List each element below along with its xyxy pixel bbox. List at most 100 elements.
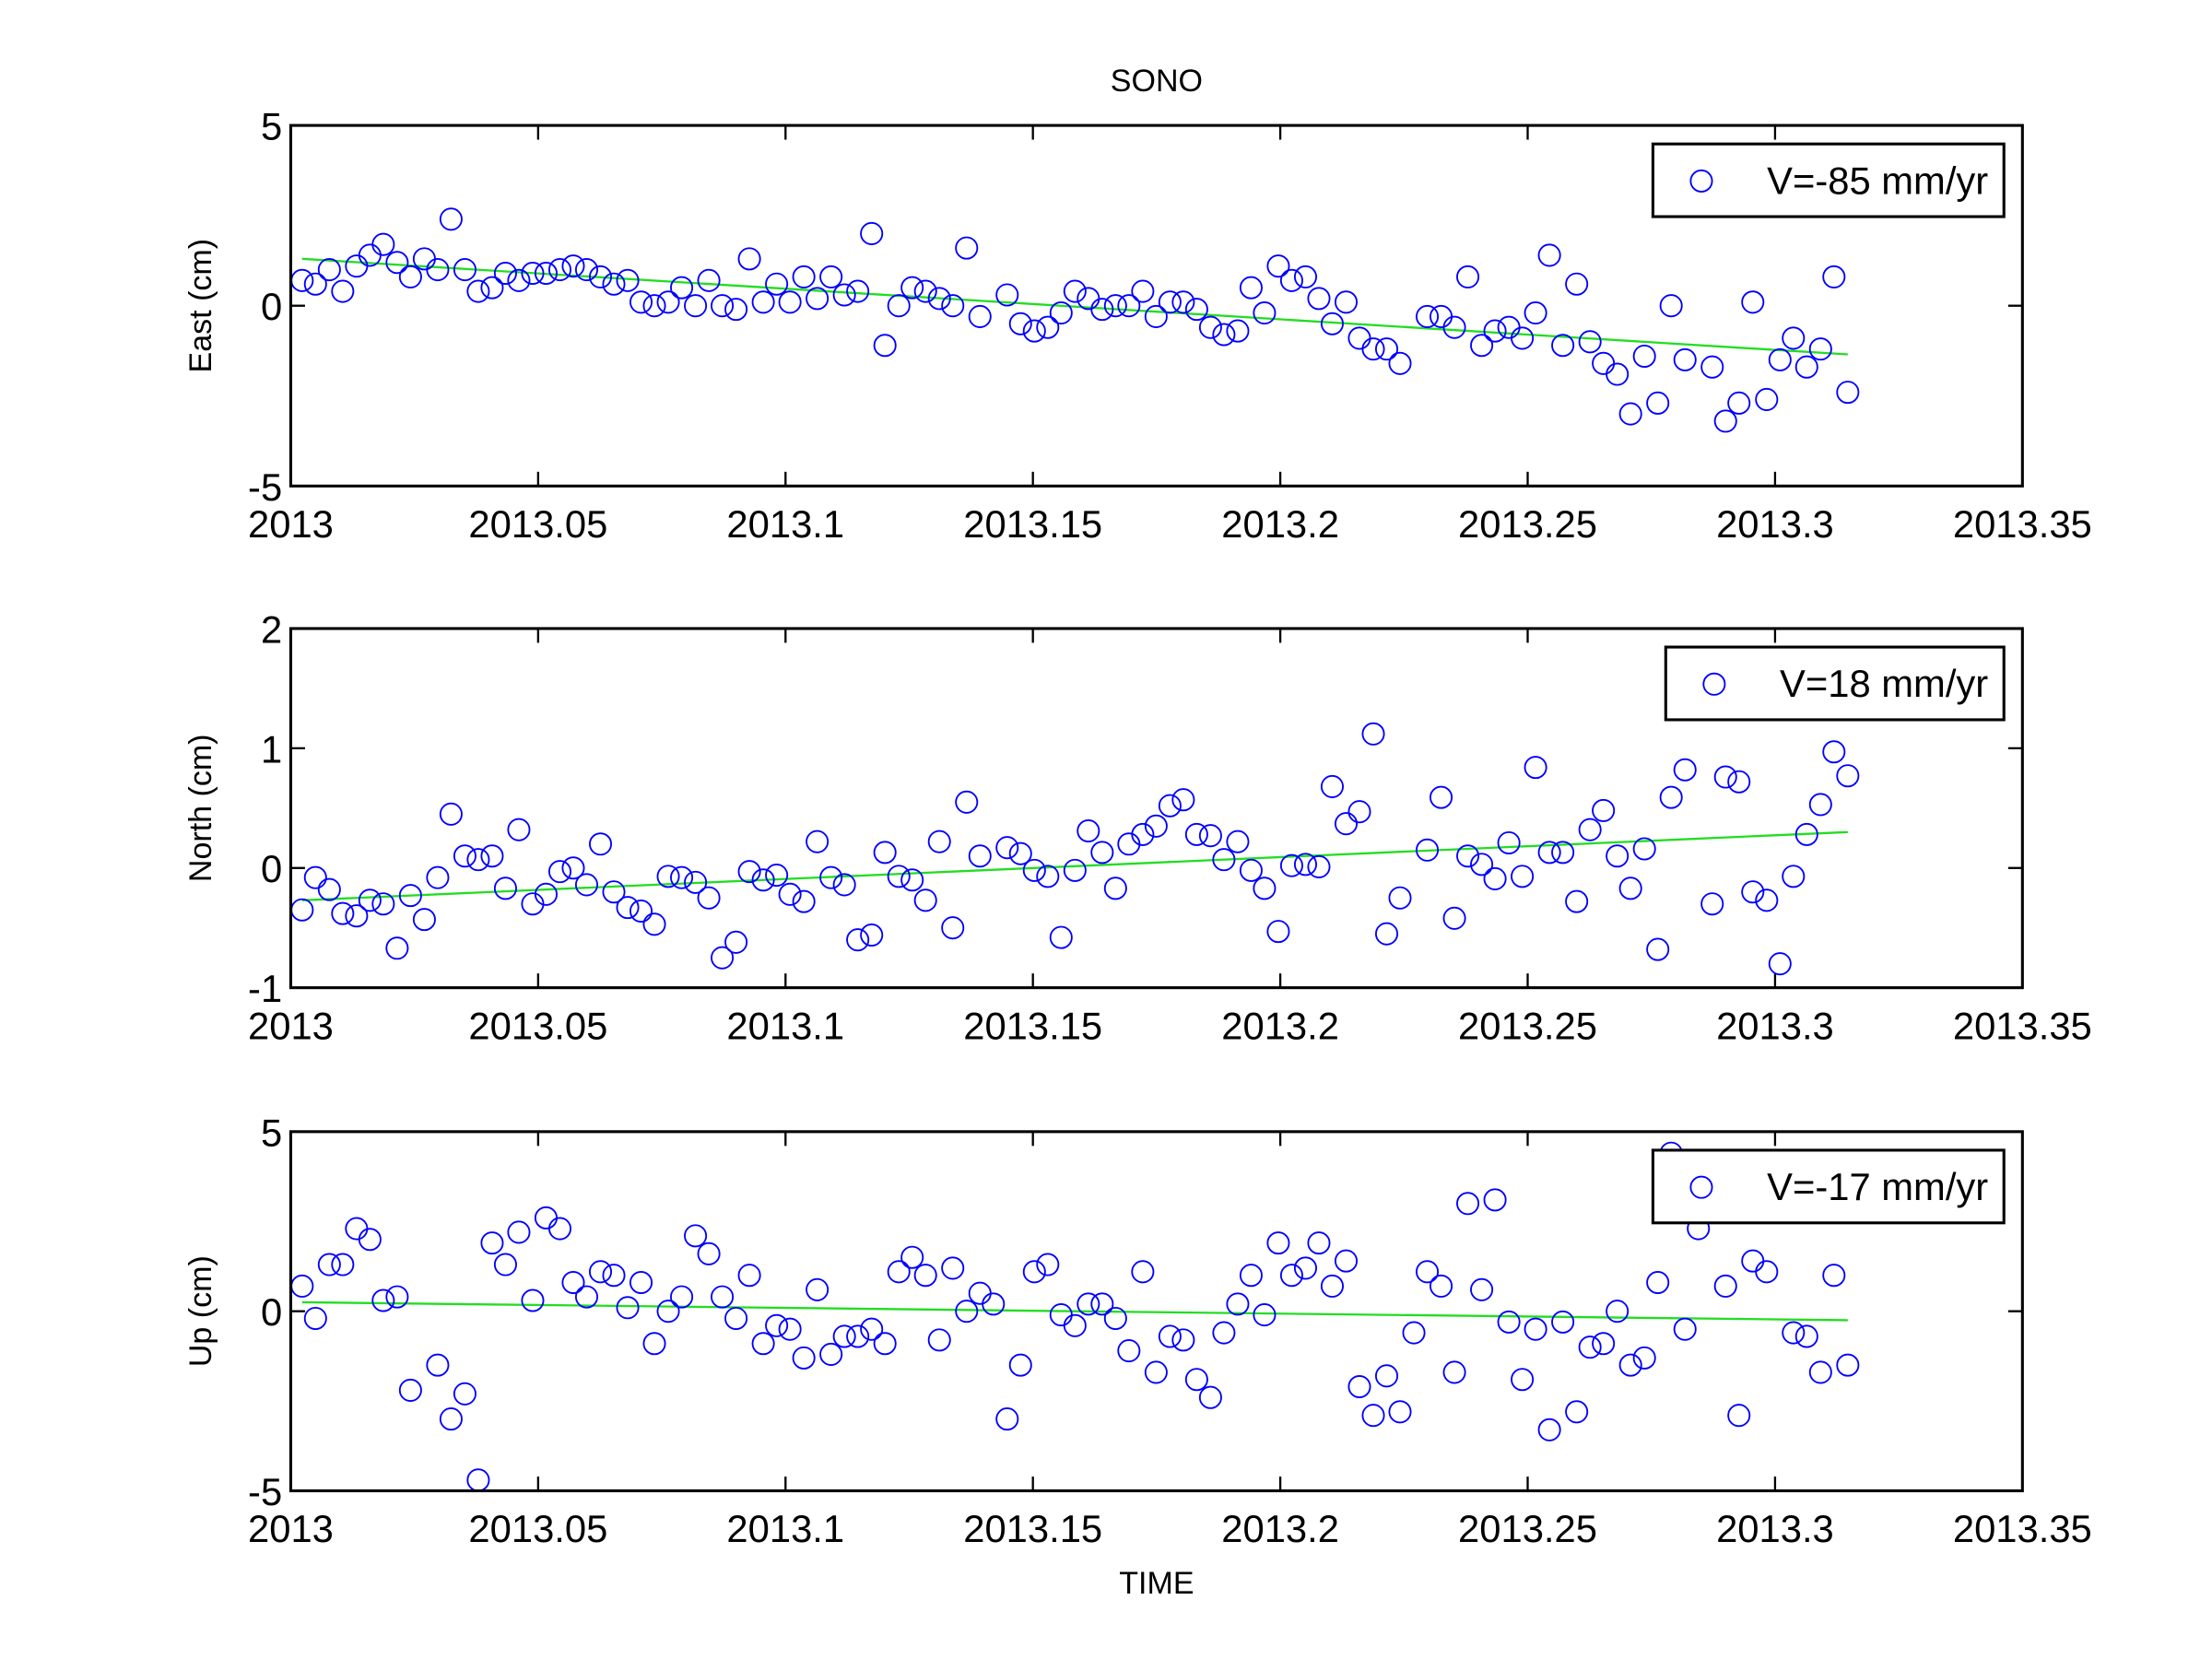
data-point (1741, 290, 1765, 314)
data-point (955, 1300, 979, 1324)
y-tick-label: -5 (248, 1470, 282, 1513)
data-point (1334, 1249, 1359, 1273)
axes-box (288, 627, 2024, 990)
data-point (711, 1285, 735, 1309)
data-point (737, 1264, 761, 1288)
data-point (1293, 1256, 1318, 1280)
data-point (724, 930, 748, 954)
data-point (1551, 334, 1575, 358)
data-point (1158, 1324, 1182, 1348)
data-point (1524, 756, 1547, 780)
data-point (1144, 1360, 1168, 1384)
data-point (1456, 844, 1480, 868)
data-point (1565, 1400, 1589, 1424)
data-point (711, 946, 735, 970)
data-point (1022, 1260, 1046, 1284)
data-point (1511, 326, 1535, 350)
data-point (1320, 774, 1344, 798)
data-point (303, 272, 327, 296)
data-point (1022, 858, 1046, 882)
data-point (819, 265, 843, 288)
data-point (1402, 1321, 1426, 1345)
data-point (1253, 877, 1277, 900)
data-point (792, 265, 816, 288)
data-point (602, 1264, 626, 1288)
data-point (1416, 304, 1440, 328)
data-point (806, 1277, 830, 1301)
data-point (1592, 798, 1616, 822)
data-point (1158, 290, 1182, 314)
data-point (1239, 858, 1263, 882)
x-axis-label: TIME (1119, 1566, 1194, 1601)
legend-label: V=-17 mm/yr (1767, 1165, 1988, 1208)
data-point (398, 884, 422, 908)
data-point (1618, 877, 1642, 900)
legend-marker (1689, 169, 1713, 193)
data-point (574, 258, 599, 282)
data-point (1307, 1231, 1331, 1255)
data-point (1632, 1346, 1656, 1370)
data-point (398, 1378, 422, 1402)
data-point (1551, 1310, 1575, 1334)
y-axis-label: East (cm) (183, 239, 218, 373)
data-point (1374, 922, 1399, 946)
data-point (1470, 1277, 1494, 1301)
data-point (1361, 1404, 1385, 1428)
data-point (1836, 381, 1860, 405)
data-point (1606, 844, 1630, 868)
data-point (629, 899, 653, 924)
data-point (887, 865, 911, 888)
x-tick-label: 2013.35 (1953, 1004, 2092, 1047)
x-tick-label: 2013.35 (1953, 1507, 2092, 1550)
data-point (602, 272, 626, 296)
data-point (561, 1270, 585, 1295)
data-point (439, 1407, 463, 1431)
data-point (1470, 853, 1494, 877)
data-point (724, 298, 748, 322)
data-point (684, 294, 708, 318)
data-point (1198, 315, 1222, 339)
x-tick-label: 2013.35 (1953, 502, 2092, 546)
data-point (507, 1220, 531, 1244)
data-point (1713, 1274, 1737, 1298)
data-point (480, 844, 504, 868)
data-point (1347, 800, 1371, 824)
data-point (1782, 326, 1806, 350)
data-point (1239, 1264, 1263, 1288)
data-point (1334, 290, 1359, 314)
y-tick-label: 0 (261, 847, 282, 890)
data-point (1077, 1292, 1100, 1316)
data-point (941, 294, 965, 318)
data-point (1646, 937, 1670, 961)
data-point (1700, 892, 1724, 916)
data-point (331, 901, 355, 925)
data-point (887, 294, 911, 318)
data-point (426, 258, 450, 282)
data-point (1456, 265, 1480, 288)
data-point (1117, 294, 1141, 318)
data-point (1212, 323, 1236, 347)
data-point (995, 1407, 1019, 1431)
data-point (1537, 841, 1561, 865)
data-point (1794, 1324, 1818, 1348)
x-tick-label: 2013 (248, 1507, 334, 1550)
data-point (1632, 837, 1656, 861)
data-point (561, 856, 585, 880)
data-point (1266, 254, 1290, 278)
data-point (860, 221, 884, 245)
data-point (1212, 848, 1236, 872)
data-point (412, 908, 436, 932)
data-point (913, 1264, 937, 1288)
legend-label: V=18 mm/yr (1780, 662, 1988, 705)
data-point (1618, 1353, 1642, 1377)
data-point (1430, 785, 1453, 809)
data-point (1063, 1313, 1087, 1337)
y-tick-label: -5 (248, 465, 282, 509)
data-point (1239, 276, 1263, 300)
data-point (1673, 758, 1697, 782)
legend: V=18 mm/yr (1664, 645, 2006, 722)
data-point (345, 904, 369, 928)
data-point (1470, 334, 1494, 358)
data-point (547, 258, 572, 282)
data-point (1727, 1404, 1751, 1428)
